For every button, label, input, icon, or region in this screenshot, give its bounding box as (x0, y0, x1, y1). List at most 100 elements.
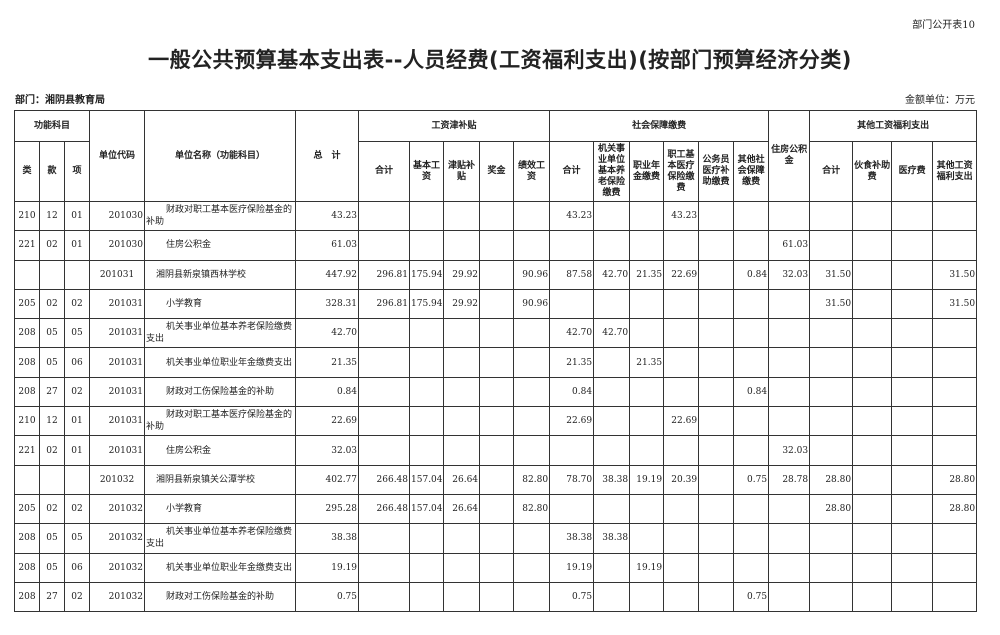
cell-performance-pay: 90.96 (513, 259, 551, 290)
cell-unit-name: 小学教育 (144, 288, 297, 320)
cell-unit-code: 201031 (89, 347, 146, 378)
cell-medical-insurance (663, 318, 700, 349)
cell-lei (14, 464, 40, 495)
cell-occupational-annuity: 21.35 (629, 347, 665, 378)
cell-pension (593, 493, 631, 525)
cell-pension (593, 435, 631, 466)
cell-basic-salary (409, 318, 445, 349)
cell-other-total (809, 318, 854, 349)
cell-medical-fee (891, 259, 934, 290)
cell-lei: 208 (14, 376, 40, 408)
cell-lei: 221 (14, 230, 40, 261)
cell-medical-insurance (663, 230, 700, 261)
cell-other-social (733, 288, 770, 320)
cell-lei: 208 (14, 318, 40, 349)
cell-salary-total (358, 318, 411, 349)
cell-occupational-annuity (629, 493, 665, 525)
cell-meal-subsidy (852, 347, 893, 378)
cell-kuan (39, 464, 65, 495)
cell-other-welfare (932, 523, 978, 554)
table-row: 201031 湘阴县新泉镇西林学校 447.92 296.81 175.94 29.92 9… (14, 259, 978, 290)
cell-performance-pay: 82.80 (513, 493, 551, 525)
cell-lei: 210 (14, 200, 40, 232)
cell-meal-subsidy (852, 230, 893, 261)
header-social-col: 其他社会保障缴费 (733, 141, 770, 202)
cell-lei: 208 (14, 347, 40, 378)
cell-medical-insurance (663, 493, 700, 525)
header-salary-col: 津贴补贴 (443, 141, 481, 202)
cell-other-welfare (932, 552, 978, 583)
cell-pension (593, 288, 631, 320)
cell-housing-fund (768, 406, 811, 437)
cell-pension (593, 406, 631, 437)
cell-pension: 38.38 (593, 464, 631, 495)
cell-other-social (733, 523, 770, 554)
cell-pension (593, 200, 631, 232)
cell-medical-fee (891, 581, 934, 613)
cell-housing-fund (768, 376, 811, 408)
cell-housing-fund (768, 581, 811, 613)
cell-total: 295.28 (295, 493, 360, 525)
cell-other-social (733, 347, 770, 378)
cell-meal-subsidy (852, 259, 893, 290)
cell-meal-subsidy (852, 523, 893, 554)
cell-kuan: 12 (39, 200, 65, 232)
cell-other-total: 28.80 (809, 464, 854, 495)
header-other-col: 其他工资福利支出 (932, 141, 978, 202)
cell-total: 447.92 (295, 259, 360, 290)
cell-civil-servant-medical (698, 581, 735, 613)
cell-kuan: 02 (39, 435, 65, 466)
cell-xiang: 02 (63, 376, 91, 408)
cell-performance-pay (513, 230, 551, 261)
cell-medical-fee (891, 318, 934, 349)
table-row: 201032 湘阴县新泉镇关公潭学校 402.77 266.48 157.04 26.64… (14, 464, 978, 495)
cell-unit-name: 住房公积金 (144, 230, 297, 261)
cell-other-welfare (932, 406, 978, 437)
cell-medical-insurance (663, 288, 700, 320)
cell-salary-total: 266.48 (358, 493, 411, 525)
cell-medical-insurance: 20.39 (663, 464, 700, 495)
cell-social-total (549, 435, 595, 466)
cell-lei (14, 259, 40, 290)
cell-other-welfare (932, 435, 978, 466)
cell-other-social: 0.75 (733, 464, 770, 495)
cell-allowance (443, 200, 481, 232)
cell-bonus (479, 435, 515, 466)
cell-other-welfare: 31.50 (932, 259, 978, 290)
cell-basic-salary: 157.04 (409, 464, 445, 495)
cell-civil-servant-medical (698, 493, 735, 525)
cell-kuan: 02 (39, 230, 65, 261)
cell-unit-code: 201031 (89, 435, 146, 466)
cell-salary-total (358, 200, 411, 232)
cell-occupational-annuity (629, 523, 665, 554)
table-row: 208 27 02 201031 财政对工伤保险基金的补助 0.84 0.84 0.84 (14, 376, 978, 408)
cell-salary-total (358, 406, 411, 437)
header-unit-code: 单位代码 (89, 110, 146, 202)
cell-unit-name: 小学教育 (144, 493, 297, 525)
cell-unit-code: 201032 (89, 523, 146, 554)
cell-basic-salary: 175.94 (409, 288, 445, 320)
cell-kuan: 05 (39, 347, 65, 378)
header-other-col: 伙食补助费 (852, 141, 893, 202)
cell-performance-pay: 90.96 (513, 288, 551, 320)
header-social-col: 职工基本医疗保险缴费 (663, 141, 700, 202)
cell-salary-total: 296.81 (358, 259, 411, 290)
cell-performance-pay: 82.80 (513, 464, 551, 495)
cell-bonus (479, 259, 515, 290)
cell-bonus (479, 288, 515, 320)
cell-other-social (733, 230, 770, 261)
cell-pension: 42.70 (593, 318, 631, 349)
cell-housing-fund (768, 552, 811, 583)
cell-allowance: 29.92 (443, 259, 481, 290)
form-number: 部门公开表10 (912, 20, 975, 31)
cell-bonus (479, 581, 515, 613)
table-row: 210 12 01 201030 财政对职工基本医疗保险基金的补助 43.23 43.23 4… (14, 200, 978, 232)
cell-other-total (809, 552, 854, 583)
cell-pension (593, 552, 631, 583)
cell-unit-code: 201031 (89, 288, 146, 320)
cell-total: 21.35 (295, 347, 360, 378)
cell-basic-salary: 157.04 (409, 493, 445, 525)
cell-other-total (809, 200, 854, 232)
cell-occupational-annuity: 21.35 (629, 259, 665, 290)
table-row: 205 02 02 201032 小学教育 295.28 266.48 157.04 26.64… (14, 493, 978, 525)
